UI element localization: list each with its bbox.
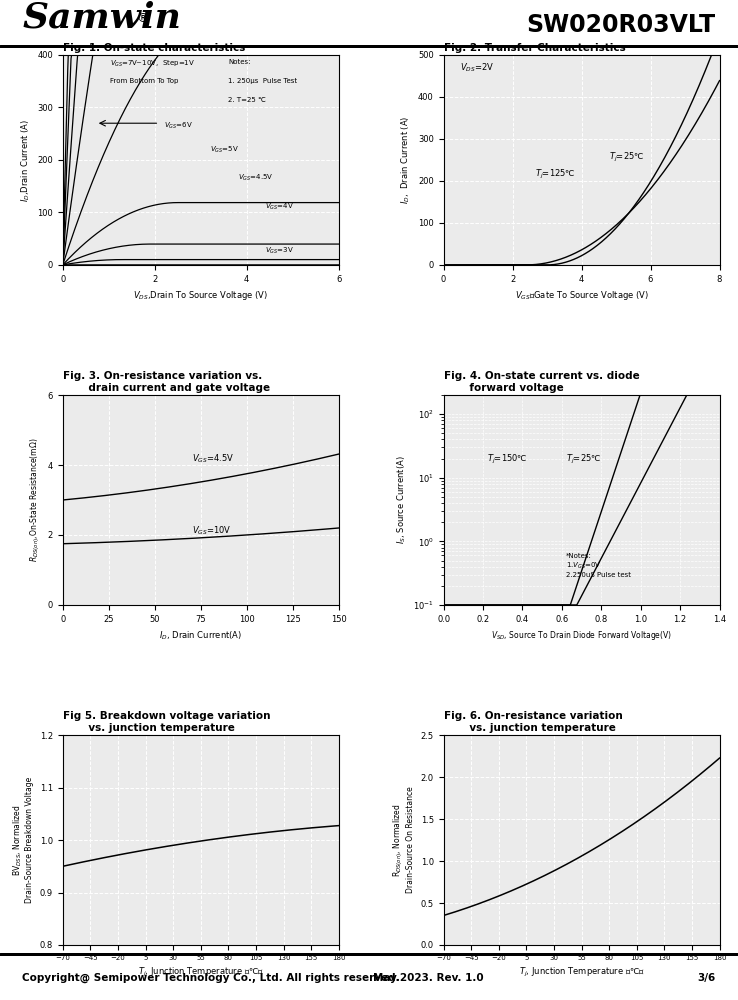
Text: Samwin: Samwin <box>22 1 181 35</box>
Text: $T_j$=150℃: $T_j$=150℃ <box>487 453 528 466</box>
X-axis label: $V_{SD}$, Source To Drain Diode Forward Voltage(V): $V_{SD}$, Source To Drain Diode Forward … <box>491 629 672 642</box>
Text: 1. 250μs  Pulse Test: 1. 250μs Pulse Test <box>228 78 297 84</box>
Text: $T_j$=25℃: $T_j$=25℃ <box>566 453 601 466</box>
Y-axis label: $I_D$,  Drain Current (A): $I_D$, Drain Current (A) <box>400 116 413 204</box>
X-axis label: $I_D$, Drain Current(A): $I_D$, Drain Current(A) <box>159 629 242 642</box>
Text: $V_{GS}$=7V~10V,  Step=1V: $V_{GS}$=7V~10V, Step=1V <box>110 59 195 69</box>
Text: $V_{GS}$=5V: $V_{GS}$=5V <box>210 145 239 155</box>
Text: *Notes:
1.$V_{GS}$=0V
2.250uS Pulse test: *Notes: 1.$V_{GS}$=0V 2.250uS Pulse test <box>566 553 631 578</box>
Text: 3/6: 3/6 <box>697 973 716 983</box>
Text: Notes:: Notes: <box>228 59 251 65</box>
Text: $V_{GS}$=4.5V: $V_{GS}$=4.5V <box>192 453 234 465</box>
Text: Copyright@ Semipower Technology Co., Ltd. All rights reserved.: Copyright@ Semipower Technology Co., Ltd… <box>22 973 400 983</box>
Text: $V_{GS}$=4V: $V_{GS}$=4V <box>265 202 294 212</box>
Text: Fig. 1. On-state characteristics: Fig. 1. On-state characteristics <box>63 43 245 53</box>
Text: 2. T=25 ℃: 2. T=25 ℃ <box>228 97 266 103</box>
Text: Fig 5. Breakdown voltage variation
       vs. junction temperature: Fig 5. Breakdown voltage variation vs. j… <box>63 711 270 733</box>
Text: Fig. 3. On-resistance variation vs.
       drain current and gate voltage: Fig. 3. On-resistance variation vs. drai… <box>63 371 270 393</box>
Y-axis label: R$_{DS(on)}$, Normalized
Drain-Source On Resistance: R$_{DS(on)}$, Normalized Drain-Source On… <box>391 787 415 893</box>
Text: $V_{GS}$=6V: $V_{GS}$=6V <box>164 120 193 131</box>
X-axis label: $V_{GS}$，Gate To Source Voltage (V): $V_{GS}$，Gate To Source Voltage (V) <box>514 289 649 302</box>
Text: $V_{DS}$=2V: $V_{DS}$=2V <box>460 61 494 74</box>
Text: Fig. 4. On-state current vs. diode
       forward voltage: Fig. 4. On-state current vs. diode forwa… <box>444 371 639 393</box>
X-axis label: $V_{DS}$,Drain To Source Voltage (V): $V_{DS}$,Drain To Source Voltage (V) <box>134 289 268 302</box>
Text: $T_j$=125℃: $T_j$=125℃ <box>534 168 576 181</box>
Text: From Bottom To Top: From Bottom To Top <box>110 78 178 84</box>
Text: $T_j$=25℃: $T_j$=25℃ <box>609 151 644 164</box>
X-axis label: $T_j$, Junction Temperature （℃）: $T_j$, Junction Temperature （℃） <box>138 966 263 979</box>
Text: SW020R03VLT: SW020R03VLT <box>527 13 716 37</box>
Y-axis label: BV$_{DSS}$, Normalized
Drain-Source Breakdown Voltage: BV$_{DSS}$, Normalized Drain-Source Brea… <box>11 777 34 903</box>
Y-axis label: $R_{DS(on)}$,On-State Resistance(mΩ): $R_{DS(on)}$,On-State Resistance(mΩ) <box>28 438 42 562</box>
Text: May.2023. Rev. 1.0: May.2023. Rev. 1.0 <box>373 973 483 983</box>
X-axis label: $T_j$, Junction Temperature （℃）: $T_j$, Junction Temperature （℃） <box>519 966 644 979</box>
Y-axis label: $I_D$,Drain Current (A): $I_D$,Drain Current (A) <box>19 118 32 202</box>
Text: $V_{GS}$=4.5V: $V_{GS}$=4.5V <box>238 173 273 183</box>
Text: Fig. 2. Transfer Characteristics: Fig. 2. Transfer Characteristics <box>444 43 625 53</box>
Text: $V_{GS}$=10V: $V_{GS}$=10V <box>192 524 231 537</box>
Text: Fig. 6. On-resistance variation
       vs. junction temperature: Fig. 6. On-resistance variation vs. junc… <box>444 711 622 733</box>
Text: $V_{GS}$=3V: $V_{GS}$=3V <box>265 245 294 256</box>
Text: ®: ® <box>137 12 149 25</box>
Y-axis label: $I_S$, Source Current(A): $I_S$, Source Current(A) <box>395 456 407 544</box>
